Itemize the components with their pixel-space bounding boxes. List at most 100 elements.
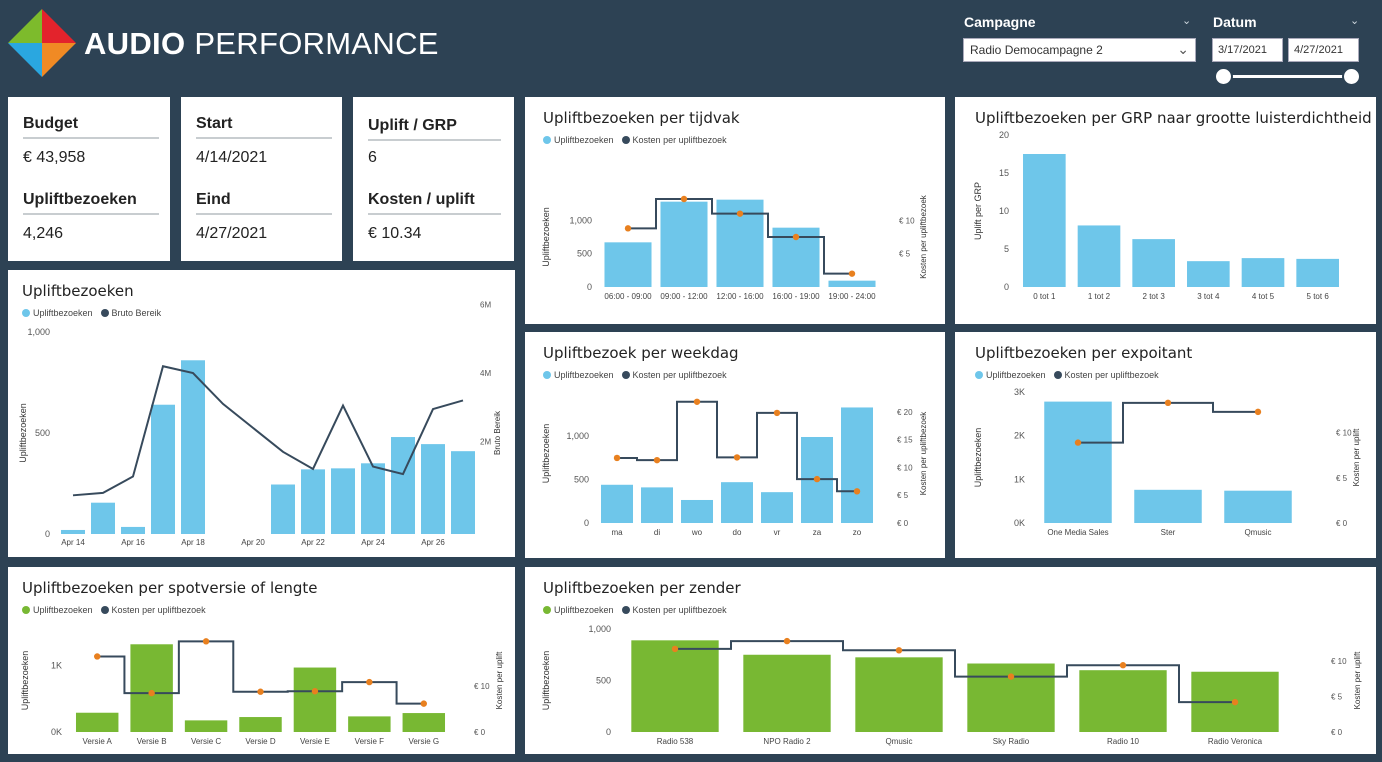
legend-swatch (543, 371, 551, 379)
y-tick-label: 1,000 (588, 624, 611, 634)
y-tick-label: 0K (51, 727, 62, 737)
line-marker (257, 688, 264, 695)
y2-axis-title: Kosten per uplift (1353, 651, 1362, 710)
x-tick-label: Qmusic (885, 737, 912, 746)
y-tick-label: 500 (596, 676, 611, 686)
chart-panel-daily[interactable]: Upliftbezoeken Upliftbezoeken Bruto Berei… (8, 270, 515, 557)
y-tick-label: 0 (45, 529, 50, 539)
bar (130, 644, 173, 732)
legend-swatch (100, 309, 109, 317)
chart-title: Upliftbezoeken per GRP naar grootte luis… (975, 109, 1372, 127)
x-tick-label: Apr 14 (61, 538, 85, 547)
legend-label: Kosten per upliftbezoek (111, 605, 206, 615)
legend-swatch (621, 371, 630, 379)
bar (421, 444, 445, 534)
x-tick-label: Apr 26 (421, 538, 445, 547)
date-range-slider[interactable] (1224, 75, 1352, 78)
y2-tick-label: € 5 (899, 250, 911, 259)
y2-tick-label: € 5 (1336, 474, 1348, 483)
line-marker (613, 454, 621, 462)
line-marker (1007, 673, 1015, 680)
uplift-grp-value: 6 (368, 149, 377, 166)
y-tick-label: 1K (1014, 474, 1025, 484)
x-tick-label: Versie A (83, 737, 113, 746)
y-tick-label: 0 (1004, 282, 1009, 292)
line-marker (366, 678, 373, 686)
y2-tick-label: € 10 (899, 216, 915, 225)
bar (348, 716, 391, 732)
y2-tick-label: € 15 (897, 436, 913, 445)
y-tick-label: 1K (51, 661, 62, 671)
y-tick-label: 10 (999, 206, 1009, 216)
tijdvak-chart: 0 500 1,000 Upliftbezoeken 06:00 - 09:00 09:0… (541, 194, 928, 301)
date-slider-end-handle[interactable] (1342, 67, 1361, 86)
x-tick-label: Radio Veronica (1208, 737, 1263, 746)
bar (184, 720, 228, 732)
bar (631, 640, 719, 732)
bar (151, 404, 175, 534)
legend-swatch (22, 309, 30, 317)
campaign-selected-value: Radio Democampagne 2 (970, 43, 1103, 57)
series-line (72, 365, 464, 497)
bar (660, 201, 708, 287)
chart-panel-grp[interactable]: Upliftbezoeken per GRP naar grootte luis… (955, 97, 1376, 324)
x-tick-label: Qmusic (1244, 528, 1271, 537)
chart-panel-tijdvak[interactable]: Upliftbezoeken per tijdvak Upliftbezoeke… (525, 97, 945, 324)
x-tick-label: 2 tot 3 (1143, 292, 1166, 301)
bar (1132, 239, 1175, 287)
legend-label: Kosten per upliftbezoek (632, 605, 727, 615)
y-axis-title: Uplift per GRP (973, 182, 983, 240)
chart-legend: Upliftbezoeken Kosten per upliftbezoek (975, 370, 1167, 380)
y2-tick-label: 6M (480, 301, 491, 310)
chart-panel-weekdag[interactable]: Upliftbezoek per weekdag Upliftbezoeken K… (525, 332, 945, 558)
y-tick-label: 0 (587, 282, 592, 292)
start-value: 4/14/2021 (196, 149, 268, 166)
campaign-filter-title: Campagne (964, 14, 1036, 30)
y-axis-title: Upliftbezoeken (541, 424, 551, 484)
x-tick-label: 1 tot 2 (1088, 292, 1111, 301)
divider (196, 137, 332, 139)
x-tick-label: One Media Sales (1047, 528, 1108, 537)
kpi-card-efficiency: Uplift / GRP 6 Kosten / uplift € 10.34 (353, 97, 514, 261)
chart-panel-zender[interactable]: Upliftbezoeken per zender Upliftbezoeken… (525, 567, 1376, 754)
y-tick-label: 3K (1014, 387, 1025, 397)
chevron-down-icon[interactable]: ⌄ (1350, 14, 1360, 27)
chevron-down-icon[interactable]: ⌄ (1182, 14, 1192, 27)
y2-tick-label: € 20 (897, 408, 913, 417)
daily-chart: 0 500 1,000 Upliftbezoeken Apr 14 Apr 16 Apr 1… (18, 301, 502, 547)
bar (1187, 261, 1230, 287)
x-tick-label: 12:00 - 16:00 (716, 292, 764, 301)
chart-panel-spotversie[interactable]: Upliftbezoeken per spotversie of lengte … (8, 567, 515, 754)
bar (293, 667, 337, 732)
chart-panel-expoitant[interactable]: Upliftbezoeken per expoitant Upliftbezoe… (955, 332, 1376, 558)
bar (61, 529, 85, 534)
y-axis-title: Upliftbezoeken (541, 207, 551, 267)
bar (681, 499, 713, 523)
uplift-grp-label: Uplift / GRP (368, 117, 457, 134)
x-tick-label: 5 tot 6 (1307, 292, 1330, 301)
uplift-label: Upliftbezoeken (23, 191, 137, 208)
x-tick-label: 3 tot 4 (1197, 292, 1220, 301)
line-marker (736, 210, 744, 217)
cost-uplift-value: € 10.34 (368, 225, 422, 242)
date-end-input[interactable]: 4/27/2021 (1288, 38, 1359, 62)
bar (1241, 258, 1285, 287)
campaign-dropdown[interactable]: Radio Democampagne 2 ⌄ (963, 38, 1196, 62)
y-tick-label: 500 (574, 475, 589, 485)
y2-tick-label: € 5 (897, 491, 909, 500)
date-slider-start-handle[interactable] (1214, 67, 1233, 86)
x-tick-label: Apr 16 (121, 538, 145, 547)
x-tick-label: wo (691, 528, 703, 537)
date-start-input[interactable]: 3/17/2021 (1212, 38, 1283, 62)
x-tick-label: Versie E (300, 737, 330, 746)
line-marker (1254, 408, 1262, 416)
y-tick-label: 1,000 (566, 431, 589, 441)
weekdag-chart: 0 500 1,000 Upliftbezoeken ma di wo do vr za zo € 0… (541, 398, 928, 537)
x-tick-label: Ster (1161, 528, 1176, 537)
bar (1134, 489, 1202, 523)
bar (391, 437, 415, 534)
bar (91, 502, 115, 534)
x-tick-label: Versie D (245, 737, 275, 746)
bar (1077, 225, 1121, 287)
line-marker (680, 195, 688, 203)
